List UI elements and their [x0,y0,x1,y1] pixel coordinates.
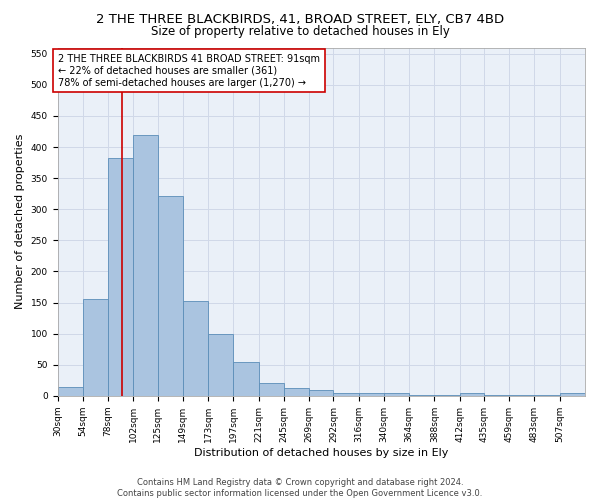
Bar [133,134,158,396]
Bar [233,362,259,396]
Bar [58,386,83,396]
Bar [434,394,460,396]
Bar [334,394,359,396]
Bar [409,394,434,396]
Text: Contains HM Land Registry data © Crown copyright and database right 2024.
Contai: Contains HM Land Registry data © Crown c… [118,478,482,498]
Bar [560,392,585,396]
Bar [83,300,108,396]
Bar [384,394,409,396]
Text: 2 THE THREE BLACKBIRDS 41 BROAD STREET: 91sqm
← 22% of detached houses are small: 2 THE THREE BLACKBIRDS 41 BROAD STREET: … [58,54,320,88]
Bar [108,158,133,396]
Bar [535,394,560,396]
Bar [309,390,334,396]
Bar [359,394,384,396]
Bar [284,388,309,396]
Bar [259,384,284,396]
Bar [460,392,484,396]
Text: 2 THE THREE BLACKBIRDS, 41, BROAD STREET, ELY, CB7 4BD: 2 THE THREE BLACKBIRDS, 41, BROAD STREET… [96,12,504,26]
X-axis label: Distribution of detached houses by size in Ely: Distribution of detached houses by size … [194,448,448,458]
Bar [208,334,233,396]
Bar [158,196,183,396]
Bar [509,394,535,396]
Bar [183,302,208,396]
Y-axis label: Number of detached properties: Number of detached properties [15,134,25,310]
Text: Size of property relative to detached houses in Ely: Size of property relative to detached ho… [151,25,449,38]
Bar [484,394,509,396]
